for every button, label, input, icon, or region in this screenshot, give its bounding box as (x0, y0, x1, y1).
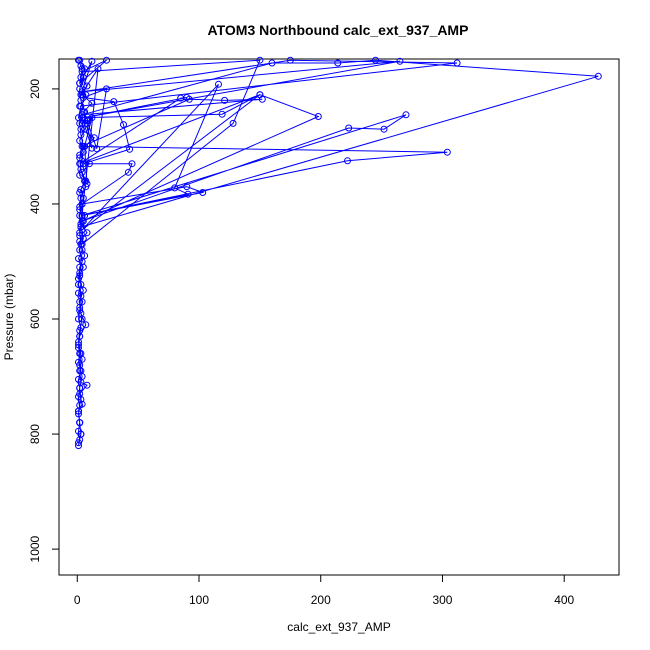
data-point (78, 258, 86, 265)
data-point (83, 381, 91, 389)
data-point (76, 102, 84, 110)
data-point (453, 59, 461, 67)
data-point (78, 226, 86, 234)
series-line-3 (79, 59, 458, 184)
data-point (75, 442, 82, 450)
x-tick-label: 400 (554, 593, 574, 607)
x-axis-label: calc_ext_937_AMP (287, 620, 390, 634)
data-point (256, 91, 264, 99)
data-point (76, 419, 84, 427)
data-point (229, 119, 237, 127)
data-point (78, 114, 86, 122)
data-point (76, 367, 84, 375)
data-point (177, 94, 185, 102)
y-tick-label: 800 (28, 424, 42, 444)
data-point (76, 332, 84, 340)
data-point (314, 113, 322, 120)
data-point (75, 410, 82, 418)
data-point (594, 72, 602, 80)
data-point (124, 168, 132, 176)
y-tick-label: 1000 (28, 535, 42, 562)
data-point (75, 341, 82, 349)
data-point (103, 56, 110, 64)
data-point (77, 281, 85, 288)
data-point (75, 344, 82, 352)
data-point (93, 145, 101, 153)
x-tick-label: 0 (74, 593, 81, 607)
data-point (79, 286, 87, 294)
data-point (380, 125, 388, 133)
x-tick-label: 200 (311, 593, 331, 607)
data-point (128, 160, 136, 168)
data-point (77, 309, 85, 317)
data-point (82, 321, 90, 329)
data-point (218, 110, 226, 118)
chart-title: ATOM3 Northbound calc_ext_937_AMP (208, 22, 469, 38)
data-point (171, 184, 179, 192)
series-group (75, 56, 602, 450)
data-point (78, 400, 86, 408)
data-point (76, 137, 84, 145)
plot-area-border (58, 58, 620, 576)
data-point (334, 59, 342, 67)
x-tick-label: 300 (432, 593, 452, 607)
x-axis: 0 100 200 300 400 (74, 575, 575, 607)
data-point (221, 96, 229, 104)
data-point (81, 252, 89, 260)
data-point (78, 200, 86, 208)
data-point (402, 111, 410, 119)
y-tick-label: 600 (28, 309, 42, 329)
data-point (78, 355, 86, 363)
data-point (443, 148, 451, 156)
x-tick-label: 100 (189, 593, 209, 607)
data-point (77, 91, 85, 99)
data-point (76, 171, 84, 179)
data-point (88, 57, 96, 65)
data-point (199, 189, 207, 196)
data-point (76, 390, 84, 398)
data-point (256, 56, 264, 64)
data-point (215, 80, 222, 88)
data-point (344, 157, 351, 165)
data-point (75, 56, 82, 64)
data-point (76, 160, 84, 168)
data-point (120, 121, 127, 129)
data-point (184, 190, 192, 198)
data-point (75, 315, 82, 323)
data-point (88, 99, 96, 107)
data-point (76, 79, 84, 87)
data-point (76, 298, 84, 306)
data-point (76, 232, 84, 240)
y-tick-label: 200 (28, 79, 42, 99)
series-line-2 (80, 59, 599, 231)
data-point (126, 145, 134, 153)
data-point (81, 142, 89, 150)
data-point (286, 56, 294, 64)
data-point (75, 407, 82, 415)
y-axis-label: Pressure (mbar) (2, 274, 16, 361)
series-line-4 (79, 59, 261, 245)
data-point (76, 263, 84, 271)
data-point (77, 378, 85, 386)
data-point (94, 65, 102, 73)
data-point (78, 68, 86, 76)
y-tick-label: 400 (28, 194, 42, 214)
data-point (83, 180, 91, 188)
data-point (77, 430, 85, 438)
data-point (345, 124, 353, 132)
y-axis: 200 400 600 800 1000 (28, 79, 59, 562)
data-point (78, 240, 86, 248)
data-point (83, 119, 91, 127)
data-point (75, 439, 82, 447)
data-point (183, 183, 191, 191)
data-point (396, 57, 404, 65)
data-point (75, 275, 82, 283)
